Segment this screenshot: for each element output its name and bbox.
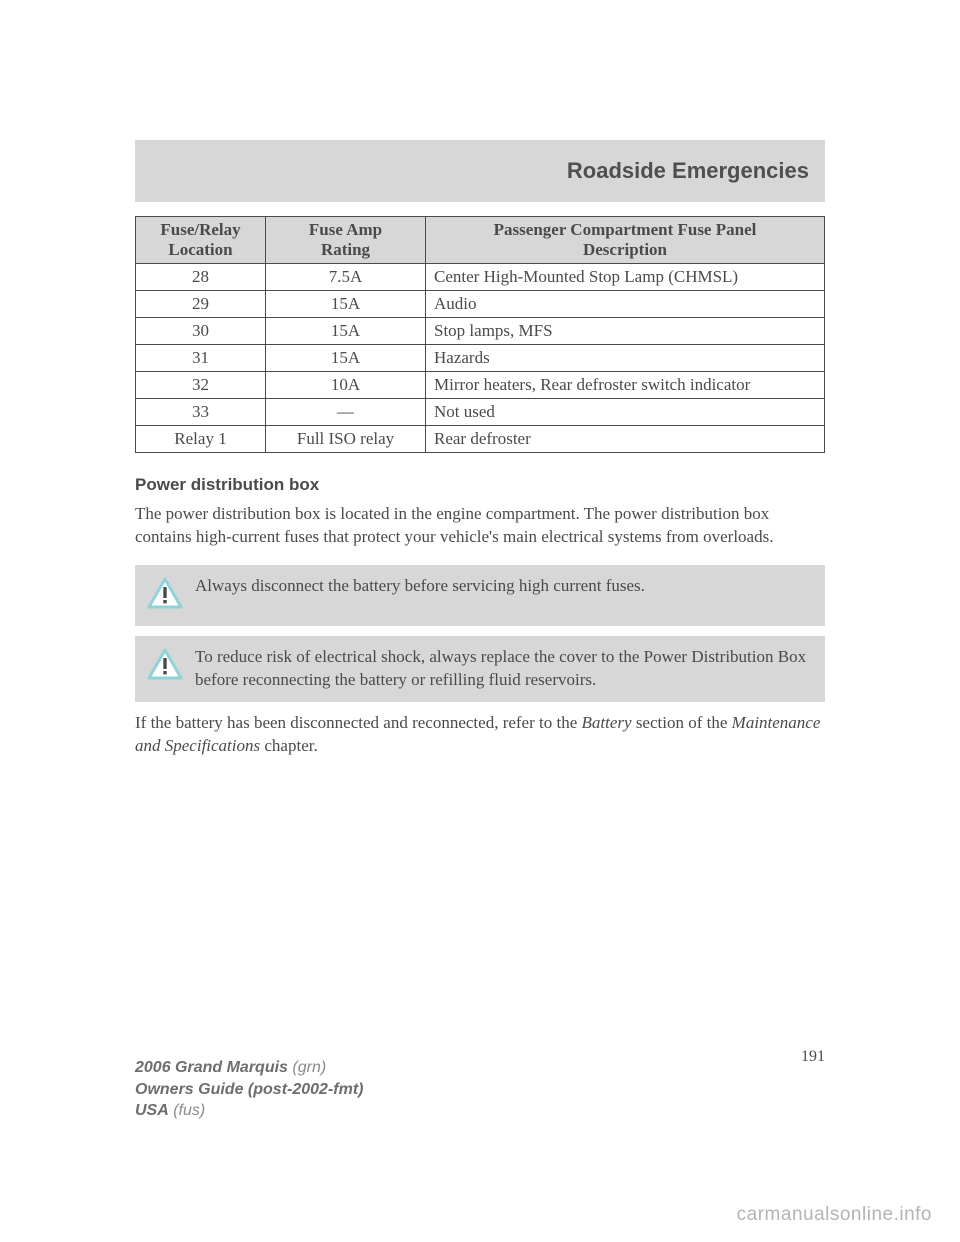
table-body: 287.5ACenter High-Mounted Stop Lamp (CHM… (136, 264, 825, 453)
table-cell: 28 (136, 264, 266, 291)
table-cell: Hazards (426, 345, 825, 372)
table-cell: 10A (266, 372, 426, 399)
table-row: 3210AMirror heaters, Rear defroster swit… (136, 372, 825, 399)
table-cell: 31 (136, 345, 266, 372)
warning-triangle-icon (147, 648, 183, 687)
body-paragraph: The power distribution box is located in… (135, 503, 825, 549)
closing-paragraph: If the battery has been disconnected and… (135, 712, 825, 758)
table-cell: 15A (266, 345, 426, 372)
table-cell: 32 (136, 372, 266, 399)
table-cell: 29 (136, 291, 266, 318)
footer-block: 2006 Grand Marquis (grn) Owners Guide (p… (135, 1057, 363, 1122)
table-cell: 15A (266, 318, 426, 345)
table-row: Relay 1Full ISO relayRear defroster (136, 426, 825, 453)
table-cell: — (266, 399, 426, 426)
header-band: Roadside Emergencies (135, 140, 825, 202)
table-cell: Full ISO relay (266, 426, 426, 453)
table-cell: Mirror heaters, Rear defroster switch in… (426, 372, 825, 399)
col-header: Fuse AmpRating (266, 217, 426, 264)
subsection-heading: Power distribution box (135, 475, 825, 495)
fuse-table: Fuse/RelayLocation Fuse AmpRating Passen… (135, 216, 825, 453)
warning-box: Always disconnect the battery before ser… (135, 565, 825, 626)
manual-page: Roadside Emergencies Fuse/RelayLocation … (0, 0, 960, 1066)
footer-line: 2006 Grand Marquis (grn) (135, 1057, 363, 1079)
table-header-row: Fuse/RelayLocation Fuse AmpRating Passen… (136, 217, 825, 264)
footer-line: Owners Guide (post-2002-fmt) (135, 1079, 363, 1101)
col-header: Fuse/RelayLocation (136, 217, 266, 264)
table-row: 3015AStop lamps, MFS (136, 318, 825, 345)
warning-text: Always disconnect the battery before ser… (195, 576, 645, 595)
table-cell: Audio (426, 291, 825, 318)
table-cell: Not used (426, 399, 825, 426)
section-title: Roadside Emergencies (567, 158, 809, 184)
table-row: 33—Not used (136, 399, 825, 426)
table-cell: Center High-Mounted Stop Lamp (CHMSL) (426, 264, 825, 291)
warning-box: To reduce risk of electrical shock, alwa… (135, 636, 825, 702)
table-cell: 30 (136, 318, 266, 345)
table-cell: Rear defroster (426, 426, 825, 453)
table-cell: 15A (266, 291, 426, 318)
watermark: carmanualsonline.info (737, 1204, 932, 1226)
table-cell: Stop lamps, MFS (426, 318, 825, 345)
table-cell: Relay 1 (136, 426, 266, 453)
warning-triangle-icon (147, 577, 183, 616)
table-row: 2915AAudio (136, 291, 825, 318)
warning-text: To reduce risk of electrical shock, alwa… (195, 647, 806, 689)
footer-line: USA (fus) (135, 1100, 363, 1122)
table-row: 287.5ACenter High-Mounted Stop Lamp (CHM… (136, 264, 825, 291)
table-cell: 33 (136, 399, 266, 426)
col-header: Passenger Compartment Fuse PanelDescript… (426, 217, 825, 264)
table-cell: 7.5A (266, 264, 426, 291)
table-row: 3115AHazards (136, 345, 825, 372)
